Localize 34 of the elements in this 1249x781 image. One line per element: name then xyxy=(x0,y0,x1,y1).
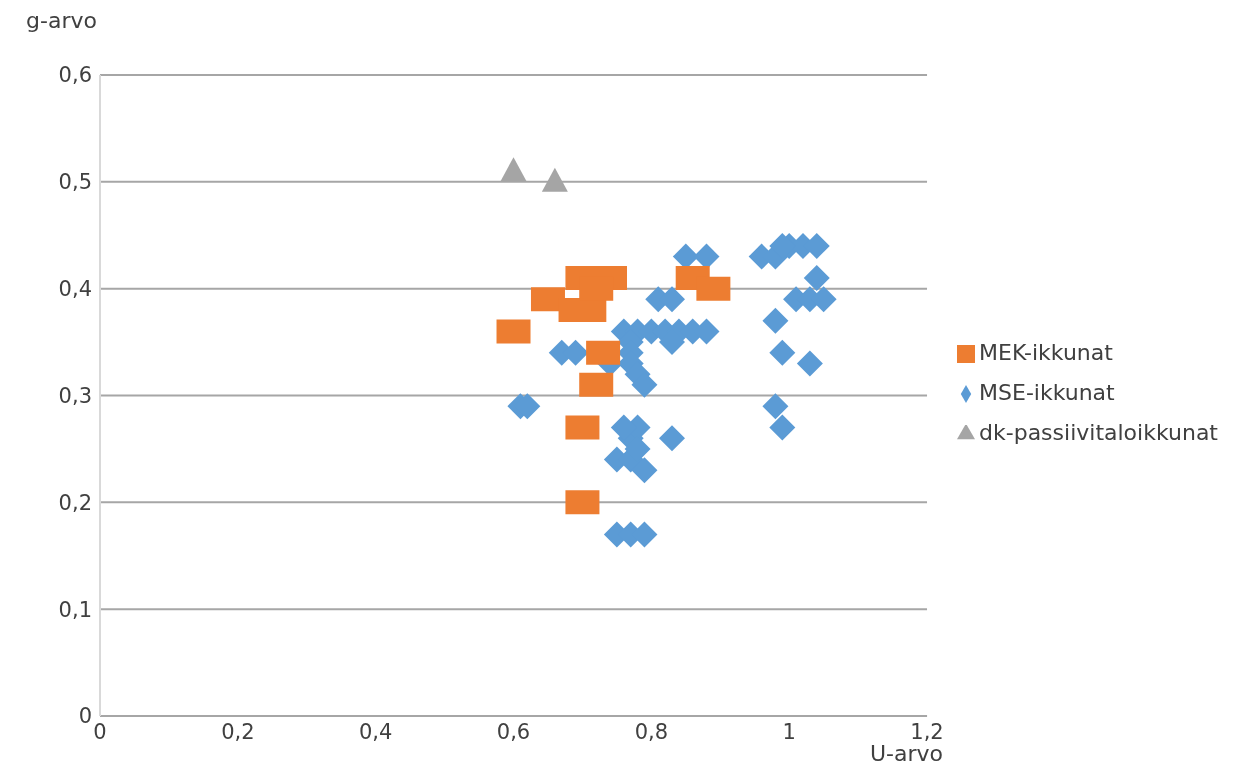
x-tick-label: 1,2 xyxy=(910,719,944,744)
point xyxy=(762,393,789,420)
y-tick-label: 0,6 xyxy=(58,63,92,88)
y-tick-label: 0,4 xyxy=(58,277,92,302)
point xyxy=(762,307,789,334)
point xyxy=(769,414,796,441)
y-axis-title: g-arvo xyxy=(26,8,97,33)
point xyxy=(565,415,600,440)
point xyxy=(541,167,568,192)
legend-label: dk-passiivitaloikkunat xyxy=(979,420,1218,445)
y-tick-label: 0,5 xyxy=(58,170,92,195)
x-tick-label: 0,6 xyxy=(496,719,531,744)
point xyxy=(500,157,527,182)
point xyxy=(496,319,531,344)
point xyxy=(586,340,621,365)
x-tick-label: 0,2 xyxy=(221,719,255,744)
point xyxy=(769,339,796,366)
y-tick-label: 0,3 xyxy=(58,383,92,408)
x-tick-label: 0,8 xyxy=(634,719,669,744)
point xyxy=(530,287,565,312)
point xyxy=(803,264,830,291)
point xyxy=(631,457,658,484)
legend-label: MEK-ikkunat xyxy=(979,340,1113,365)
legend-label: MSE-ikkunat xyxy=(979,380,1115,405)
y-tick-label: 0,2 xyxy=(58,490,92,515)
point xyxy=(796,350,823,377)
x-axis-title: U-arvo xyxy=(870,741,944,766)
y-tick-label: 0,1 xyxy=(58,597,92,622)
point xyxy=(579,372,614,397)
x-tick-label: 1 xyxy=(782,719,796,744)
point xyxy=(696,276,731,301)
point xyxy=(659,425,686,452)
x-tick-label: 0,4 xyxy=(358,719,393,744)
point xyxy=(565,490,600,515)
